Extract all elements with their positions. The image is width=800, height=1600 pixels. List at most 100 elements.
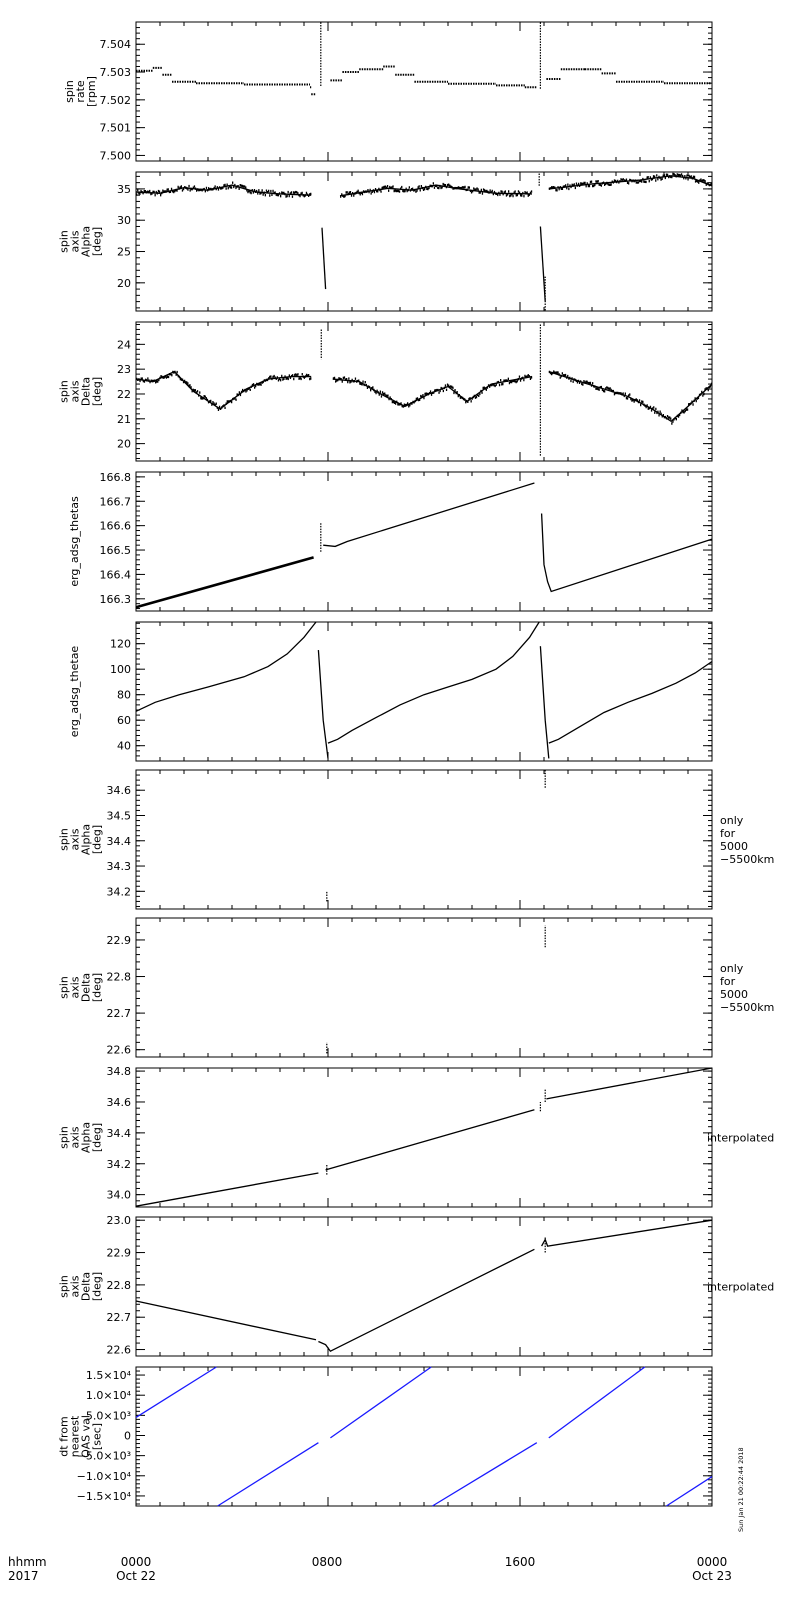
panel-8-ytick-label: 22.6 (107, 1344, 132, 1357)
panel-7-ylabel-line: Alpha (80, 1122, 93, 1153)
panel-2-ytick-label: 21 (117, 413, 131, 426)
panel-4-ytick-label: 60 (117, 714, 131, 727)
panel-3-series-1 (323, 482, 535, 548)
panel-2-ylabel-line: Delta (80, 377, 93, 406)
panel-8-ylabel-line: spin (58, 1275, 71, 1298)
generation-stamp: Sun Jan 21 00:22:44 2018 (737, 1447, 745, 1532)
panel-6-side-label-line: 5000 (720, 988, 748, 1001)
panel-9-ytick-label: 0 (124, 1429, 131, 1442)
panel-6-ylabel: spinaxisDelta[deg] (58, 973, 104, 1002)
panel-2-series-2-core (548, 370, 713, 423)
panel-8-ytick-label: 22.7 (107, 1311, 132, 1324)
panel-1-series-4 (539, 226, 546, 302)
panel-6-ylabel-line: Delta (80, 973, 93, 1002)
panel-0-ylabel-line: rate (74, 80, 87, 103)
time-tick-label-1: 0800 (312, 1555, 343, 1569)
panel-2-ylabel-line: [deg] (91, 377, 104, 406)
panel-7-ylabel-line: spin (58, 1126, 71, 1149)
panel-8-series-2 (541, 1219, 713, 1247)
panel-7-side-label-line: interpolated (707, 1132, 774, 1145)
panel-2-series-1-core (332, 375, 533, 408)
panel-6-ylabel-line: [deg] (91, 973, 104, 1002)
panel-4-series-4 (548, 660, 713, 744)
panel-7-ytick-label: 34.2 (107, 1158, 132, 1171)
panel-7-ytick-label: 34.8 (107, 1065, 132, 1078)
panel-5-side-label-line: for (720, 827, 736, 840)
panel-9-frame (135, 1366, 713, 1507)
panel-9-ytick-label: 5.0×10³ (86, 1409, 131, 1422)
panel-7-series-2 (546, 1067, 713, 1100)
panel-2-frame (135, 321, 713, 462)
panel-3-ytick-label: 166.7 (100, 495, 132, 508)
panel-1-ylabel-line: axis (69, 230, 82, 252)
panel-4-series-0 (135, 621, 317, 712)
panel-9-series-4 (548, 1366, 646, 1439)
panel-5-ylabel-line: Alpha (80, 824, 93, 855)
panel-2-ytick-label: 23 (117, 363, 131, 376)
panel-5-side-label-line: 5000 (720, 840, 748, 853)
panel-8-ylabel-line: Delta (80, 1272, 93, 1301)
panel-2-series-1 (332, 374, 533, 408)
panel-9-series-2 (330, 1366, 432, 1439)
panel-7-series-0 (135, 1172, 319, 1207)
panel-1-ylabel: spinaxisAlpha[deg] (58, 226, 104, 257)
panel-3: 166.3 166.4 166.5 166.6 166.7 166.8 erg_adsg_t… (68, 471, 713, 612)
panel-8-side-label: interpolated (707, 1281, 774, 1294)
panel-4-ytick-label: 40 (117, 740, 131, 753)
panel-5-ylabel-line: spin (58, 828, 71, 851)
panel-3-ylabel: erg_adsg_thetas (68, 496, 81, 587)
panel-8-ytick-label: 23.0 (107, 1214, 132, 1227)
panel-8-ylabel: spinaxisDelta[deg] (58, 1272, 104, 1301)
panel-1-ylabel-line: Alpha (80, 226, 93, 257)
panel-4-ylabel-line: erg_adsg_thetae (68, 646, 81, 738)
panel-2-ytick-label: 22 (117, 388, 131, 401)
panel-7-ylabel-line: axis (69, 1126, 82, 1148)
panel-8-ylabel-line: axis (69, 1275, 82, 1297)
panel-0-ylabel: spinrate[rpm] (63, 76, 98, 107)
panel-9: −1.5×10⁴ −1.0×10⁴ −5.0×10³ 0 5.0×10³ 1.0×10⁴ 1… (58, 1366, 713, 1507)
panel-1-series-1-core (339, 184, 533, 197)
panel-2: 20 21 22 23 24 spinaxisDelta[deg] (58, 321, 713, 462)
panel-8-ylabel-line: [deg] (91, 1272, 104, 1301)
panel-5-side-label: only for 5000 −5500km (720, 814, 774, 866)
panel-7: 34.0 34.2 34.4 34.6 34.8 spinaxisAlpha[deg] in… (58, 1065, 774, 1208)
panel-4-ytick-label: 100 (110, 663, 131, 676)
panel-7-ytick-label: 34.6 (107, 1096, 132, 1109)
panel-5: 34.2 34.3 34.4 34.5 34.6 spinaxisAlpha[deg] on… (58, 769, 774, 910)
panel-5-ytick-label: 34.3 (107, 860, 132, 873)
panel-8-series-0 (135, 1300, 317, 1341)
panel-4-ylabel: erg_adsg_thetae (68, 646, 81, 738)
panel-3-series-0 (135, 556, 314, 609)
panel-8-frame (135, 1216, 713, 1357)
panel-3-frame (135, 471, 713, 612)
panel-3-ytick-label: 166.3 (100, 593, 132, 606)
panel-3-ytick-label: 166.6 (100, 520, 132, 533)
panel-3-ylabel-line: erg_adsg_thetas (68, 496, 81, 587)
panel-3-ytick-label: 166.4 (100, 568, 132, 581)
panel-3-ytick-label: 166.8 (100, 471, 132, 484)
panel-1-ylabel-line: spin (58, 230, 71, 253)
panel-1: 20 25 30 35 spinaxisAlpha[deg] (58, 171, 713, 312)
panel-2-ytick-label: 20 (117, 438, 131, 451)
panel-6-side-label-line: −5500km (720, 1001, 774, 1014)
panel-0-series-2 (546, 68, 712, 85)
panel-3-series-2 (540, 513, 713, 593)
panel-0-ytick-label: 7.501 (100, 122, 132, 135)
panel-7-ytick-label: 34.4 (107, 1127, 132, 1140)
panel-2-ylabel-line: spin (58, 380, 71, 403)
panel-9-series-5 (666, 1476, 713, 1507)
panel-2-ytick-label: 24 (117, 338, 131, 351)
panel-7-ylabel: spinaxisAlpha[deg] (58, 1122, 104, 1153)
panel-6-ytick-label: 22.6 (107, 1044, 132, 1057)
panel-5-ylabel-line: [deg] (91, 825, 104, 854)
panel-2-series-0-core (135, 370, 312, 410)
date-label-3: Oct 23 (692, 1569, 732, 1583)
panel-5-ytick-label: 34.4 (107, 835, 132, 848)
panel-6-side-label-line: for (720, 975, 736, 988)
panel-4: 40 60 80 100 120 erg_adsg_thetae (68, 621, 713, 762)
panel-4-series-2 (327, 621, 540, 744)
time-tick-label-0: 0000 (121, 1555, 152, 1569)
panel-1-ytick-label: 25 (117, 246, 131, 259)
panel-9-ytick-label: 1.0×10⁴ (86, 1389, 132, 1402)
panel-6-frame (135, 917, 713, 1058)
